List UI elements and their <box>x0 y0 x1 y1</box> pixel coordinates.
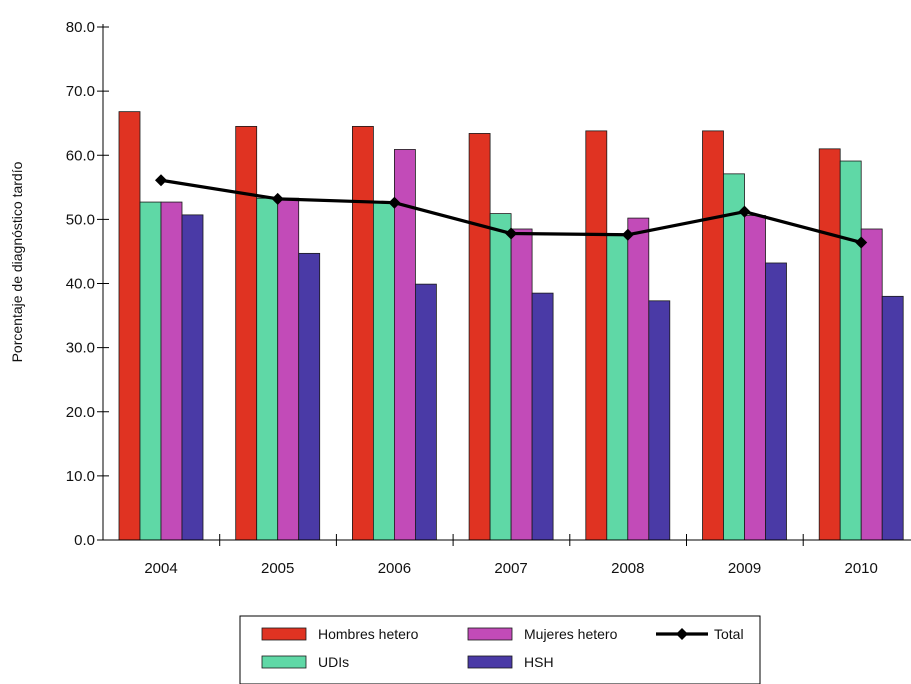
legend-label-hombres-hetero: Hombres hetero <box>318 626 419 642</box>
y-tick-label: 10.0 <box>66 468 95 485</box>
legend-swatch-mujeres-hetero <box>467 627 513 641</box>
bar-mujeres-hetero-2008 <box>627 217 650 541</box>
point-total-2006 <box>388 196 401 209</box>
legend-label-hsh: HSH <box>524 654 554 670</box>
legend-label-mujeres-hetero: Mujeres hetero <box>524 626 618 642</box>
y-tick-label: 60.0 <box>66 147 95 164</box>
bar-mujeres-hetero-2004 <box>160 201 183 541</box>
bar-udis-2006 <box>372 202 395 541</box>
bar-udis-2010 <box>839 160 862 541</box>
x-tick-label: 2007 <box>494 560 527 577</box>
x-tick-label: 2004 <box>144 560 177 577</box>
bar-mujeres-hetero-2005 <box>277 197 300 541</box>
x-tick-label: 2010 <box>845 560 878 577</box>
bar-udis-2004 <box>139 201 162 541</box>
bar-udis-2007 <box>489 213 512 541</box>
bar-hombres-hetero-2005 <box>235 125 258 541</box>
legend-swatch-hombres-hetero <box>261 627 307 641</box>
bar-hsh-2005 <box>298 252 321 541</box>
x-tick-label: 2008 <box>611 560 644 577</box>
y-tick-label: 80.0 <box>66 19 95 36</box>
tick-labels: 0.0 10.0 20.0 30.0 40.0 50.0 60.0 70.0 80.0 2004 2… <box>66 19 878 577</box>
legend-label-udis: UDIs <box>318 654 349 670</box>
legend-label-total: Total <box>714 626 744 642</box>
bar-udis-2009 <box>723 173 745 541</box>
y-axis-title: Porcentaje de diagnóstico tardío <box>9 161 25 362</box>
bars <box>118 111 904 541</box>
bar-hsh-2007 <box>531 292 554 541</box>
bar-hsh-2006 <box>414 283 437 541</box>
bar-hombres-hetero-2007 <box>468 133 491 541</box>
y-tick-label: 40.0 <box>66 276 95 293</box>
legend: Hombres hetero Mujeres hetero Total UDIs HSH <box>239 615 761 684</box>
point-total-2007 <box>505 227 518 240</box>
bar-hsh-2009 <box>765 262 787 541</box>
bar-hombres-hetero-2009 <box>702 130 724 541</box>
bar-hombres-hetero-2008 <box>585 130 608 541</box>
legend-swatch-udis <box>261 655 307 669</box>
point-total-2010 <box>855 236 868 249</box>
legend-swatch-hsh <box>467 655 513 669</box>
total-line <box>155 174 868 249</box>
bar-udis-2008 <box>606 234 629 541</box>
point-total-2008 <box>621 228 634 241</box>
axes <box>97 24 911 546</box>
point-total-2009 <box>738 205 751 218</box>
y-tick-label: 20.0 <box>66 404 95 421</box>
bar-hsh-2010 <box>881 295 904 541</box>
y-tick-label: 70.0 <box>66 83 95 100</box>
point-total-2004 <box>155 174 167 187</box>
plot-area: 0.0 10.0 20.0 30.0 40.0 50.0 60.0 70.0 80.0 2004 2… <box>66 19 911 577</box>
bar-hombres-hetero-2006 <box>351 125 374 541</box>
bar-hombres-hetero-2010 <box>818 148 841 541</box>
bar-mujeres-hetero-2010 <box>860 228 883 541</box>
x-tick-label: 2006 <box>378 560 411 577</box>
bar-hsh-2004 <box>181 214 204 541</box>
y-tick-label: 0.0 <box>74 532 95 549</box>
y-tick-label: 50.0 <box>66 211 95 228</box>
y-tick-label: 30.0 <box>66 340 95 357</box>
legend-marker-total <box>676 628 688 640</box>
x-tick-label: 2005 <box>261 560 294 577</box>
legend-box <box>239 615 761 684</box>
x-tick-label: 2009 <box>728 560 761 577</box>
bar-hombres-hetero-2004 <box>118 111 141 541</box>
bar-hsh-2008 <box>648 300 671 541</box>
bar-mujeres-hetero-2007 <box>510 228 533 541</box>
point-total-2005 <box>271 192 284 205</box>
bar-mujeres-hetero-2009 <box>744 215 766 541</box>
bar-udis-2005 <box>256 197 279 541</box>
